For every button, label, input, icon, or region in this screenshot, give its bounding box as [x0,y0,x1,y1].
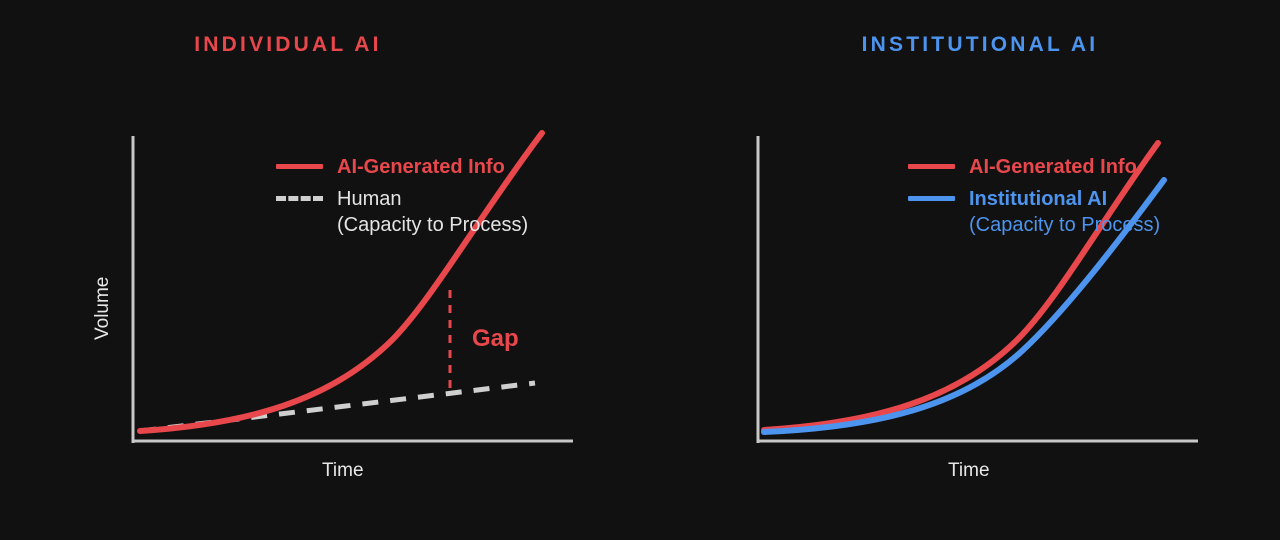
legend-label-ai-generated: AI-Generated Info [337,156,505,178]
chart-individual-ai [131,130,573,443]
legend-swatch-ai-line [908,164,955,169]
panel-title-institutional: INSTITUTIONAL AI [861,33,1099,56]
legend-item-institutional: Institutional AI (Capacity to Process) [908,187,1160,239]
panel-individual-ai: INDIVIDUAL AI AI-Generated Info Human [92,33,573,481]
legend-label-institutional: Institutional AI [969,188,1108,210]
legend-sublabel-human-capacity: (Capacity to Process) [337,214,529,236]
gap-annotation-label: Gap [472,325,519,352]
legend-swatch-human-dashed [276,196,323,201]
series-institutional-capacity [761,177,1167,435]
chart-institutional-ai [756,136,1198,443]
legend-label-human: Human [337,188,402,210]
legend-label-ai-generated: AI-Generated Info [969,156,1137,178]
legend-item-ai-generated: AI-Generated Info [908,155,1160,180]
legend-swatch-institutional-line [908,196,955,201]
y-axis-label-volume: Volume [92,276,113,340]
legend-institutional: AI-Generated Info Institutional AI (Capa… [908,155,1160,246]
legend-item-ai-generated: AI-Generated Info [276,155,528,180]
series-ai-generated-info [137,130,545,434]
legend-item-human: Human (Capacity to Process) [276,187,528,239]
legend-swatch-ai-line [276,164,323,169]
series-ai-generated-info [761,140,1161,433]
legend-individual: AI-Generated Info Human (Capacity to Pro… [276,155,528,246]
x-axis-label-time: Time [948,460,990,481]
legend-sublabel-institutional-capacity: (Capacity to Process) [969,214,1161,236]
panel-institutional-ai: INSTITUTIONAL AI AI-Generated Info Insti… [640,0,1280,540]
x-axis-label-time: Time [322,460,364,481]
panel-title-individual: INDIVIDUAL AI [194,33,382,56]
